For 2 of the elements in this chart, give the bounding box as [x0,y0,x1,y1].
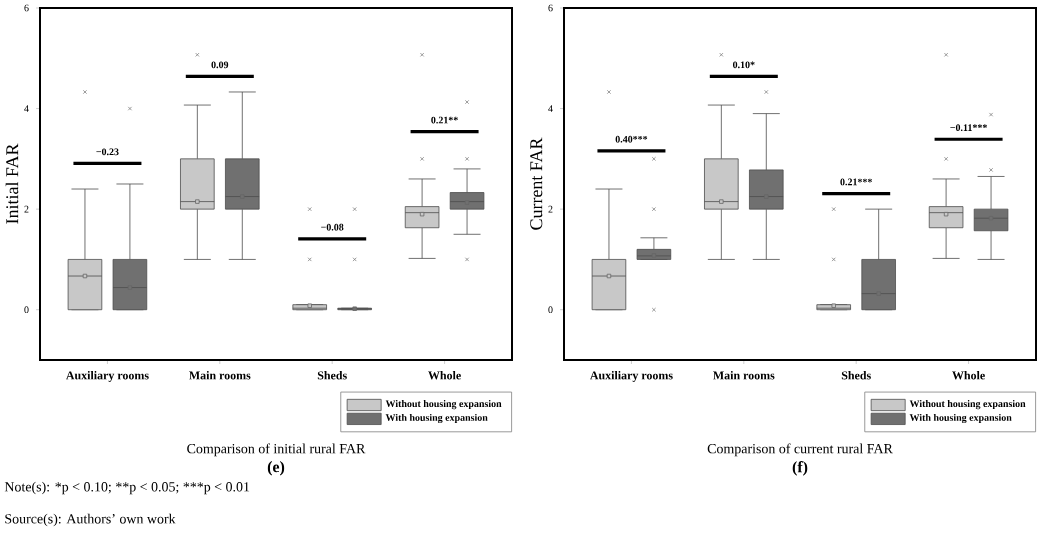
y-axis-title: Initial FAR [5,143,19,224]
y-axis-title: Current FAR [530,137,543,230]
